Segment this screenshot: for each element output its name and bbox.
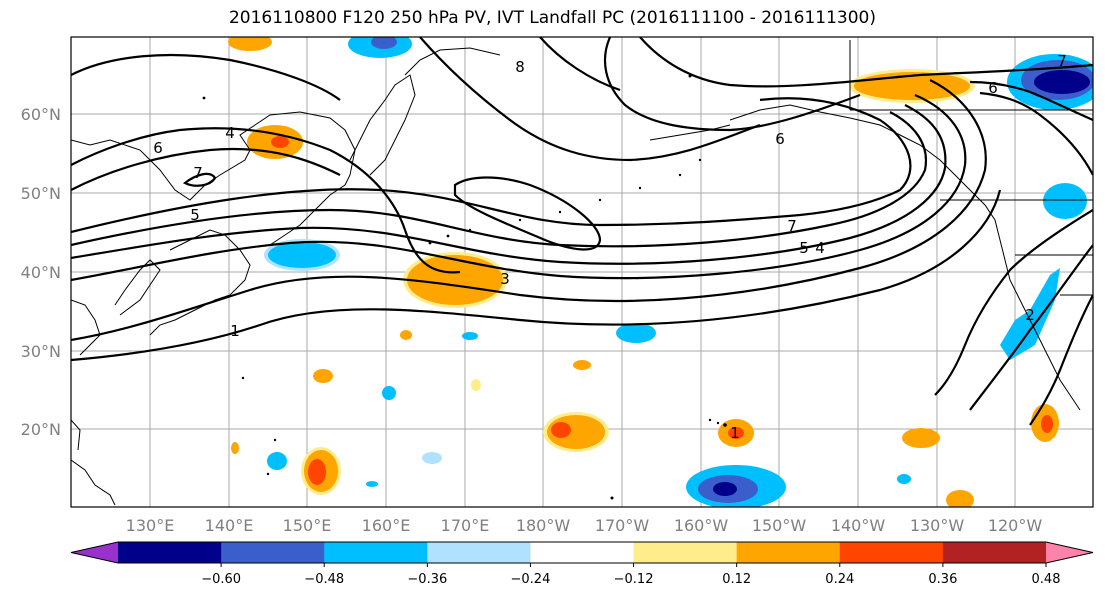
colorbar-extend-high bbox=[1046, 542, 1093, 563]
pv-contours bbox=[71, 37, 1093, 426]
pv-label: 5 bbox=[190, 206, 200, 224]
pv-label: 1 bbox=[230, 322, 240, 340]
lon-tick-label: 170°E bbox=[441, 516, 490, 535]
map-frame bbox=[70, 36, 1094, 508]
colorbar-tick-label: 0.12 bbox=[722, 572, 751, 587]
lat-tick-label: 30°N bbox=[21, 342, 61, 361]
pv-label: 2 bbox=[1025, 306, 1035, 324]
pv-label: 7 bbox=[787, 217, 797, 235]
colorbar-segment bbox=[118, 542, 222, 563]
lon-tick-label: 130°W bbox=[910, 516, 965, 535]
lon-tick-label: 120°W bbox=[988, 516, 1043, 535]
colorbar-extend-low bbox=[71, 542, 118, 563]
pv-label: 6 bbox=[775, 130, 785, 148]
colorbar-segment bbox=[839, 542, 944, 563]
pv-label: 1 bbox=[730, 424, 740, 442]
colorbar-segment bbox=[324, 542, 428, 563]
lon-tick-label: 130°E bbox=[126, 516, 175, 535]
colorbar-outline bbox=[70, 541, 1094, 564]
pv-label: 3 bbox=[500, 270, 510, 288]
colorbar-segment bbox=[633, 542, 738, 563]
lon-tick-label: 150°E bbox=[283, 516, 332, 535]
colorbar-segment bbox=[530, 542, 635, 563]
colorbar-tick-label: −0.60 bbox=[201, 572, 241, 587]
coastlines bbox=[71, 40, 1093, 506]
pv-label: 6 bbox=[988, 79, 998, 97]
lat-tick-label: 60°N bbox=[21, 105, 61, 124]
colorbar-segment bbox=[427, 542, 531, 563]
pv-label: 7 bbox=[193, 164, 203, 182]
pv-label: 6 bbox=[153, 139, 163, 157]
colorbar-segment bbox=[221, 542, 325, 563]
colorbar-tick-label: 0.24 bbox=[825, 572, 854, 587]
colorbar-tick-label: 0.48 bbox=[1032, 572, 1061, 587]
pv-label: 8 bbox=[515, 58, 525, 76]
lon-tick-label: 140°E bbox=[205, 516, 254, 535]
colorbar-tick-label: −0.36 bbox=[407, 572, 447, 587]
colorbar: −0.60 −0.48 −0.36 −0.24 −0.12 0.12 0.24 0.36 0.4… bbox=[70, 541, 1094, 587]
pv-label: 7 bbox=[1057, 52, 1067, 70]
map-title: 2016110800 F120 250 hPa PV, IVT Landfall… bbox=[228, 8, 876, 28]
pv-label: 5 bbox=[799, 239, 809, 257]
lat-tick-label: 20°N bbox=[21, 420, 61, 439]
lat-tick-label: 50°N bbox=[21, 184, 61, 203]
lon-tick-label: 170°W bbox=[595, 516, 650, 535]
lon-tick-label: 150°W bbox=[752, 516, 807, 535]
colorbar-segment bbox=[736, 542, 841, 563]
lon-tick-label: 140°W bbox=[831, 516, 886, 535]
colorbar-segment bbox=[942, 542, 1047, 563]
lon-tick-label: 160°E bbox=[362, 516, 411, 535]
colorbar-tick-label: −0.48 bbox=[304, 572, 344, 587]
lon-tick-label: 180°W bbox=[516, 516, 571, 535]
colorbar-tick-label: −0.24 bbox=[511, 572, 551, 587]
colorbar-tick-label: 0.36 bbox=[928, 572, 957, 587]
map-gridlines bbox=[71, 37, 1093, 507]
lon-tick-label: 160°W bbox=[674, 516, 729, 535]
pv-label: 4 bbox=[225, 124, 235, 142]
colorbar-tick-label: −0.12 bbox=[614, 572, 654, 587]
lat-tick-label: 40°N bbox=[21, 263, 61, 282]
pv-label: 4 bbox=[815, 239, 825, 257]
